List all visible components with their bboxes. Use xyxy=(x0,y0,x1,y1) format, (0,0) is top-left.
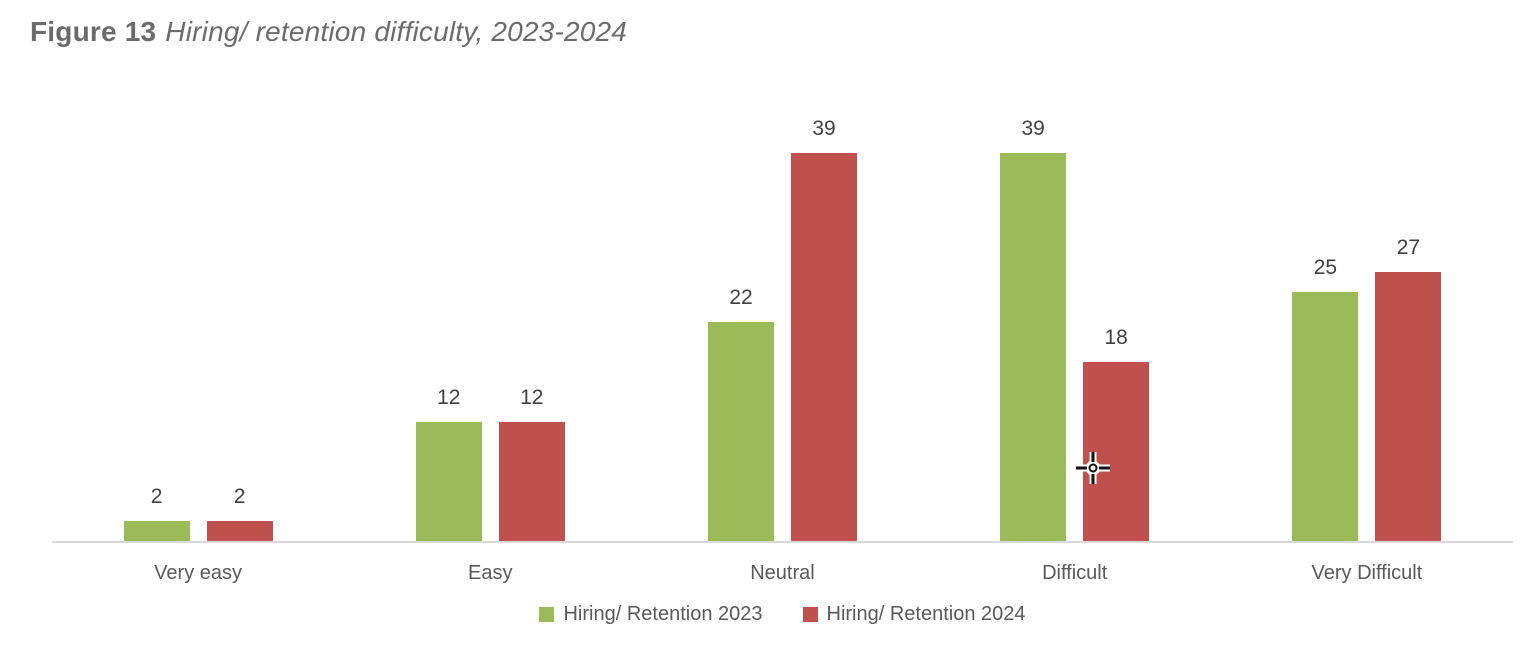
category-label-neutral: Neutral xyxy=(750,562,815,584)
category-label-very-difficult: Very Difficult xyxy=(1311,562,1423,584)
value-label-hiring-retention-2024-difficult: 18 xyxy=(1104,326,1128,349)
category-label-difficult: Difficult xyxy=(1042,562,1108,584)
value-label-hiring-retention-2023-easy: 12 xyxy=(437,386,461,409)
chart-legend: Hiring/ Retention 2023 Hiring/ Retention … xyxy=(52,603,1513,626)
value-label-hiring-retention-2023-difficult: 39 xyxy=(1021,117,1045,140)
category-label-very-easy: Very easy xyxy=(154,562,242,584)
bar-hiring-retention-2023-difficult[interactable] xyxy=(1000,153,1067,541)
value-label-hiring-retention-2024-neutral: 39 xyxy=(812,117,836,140)
bar-hiring-retention-2023-very-easy[interactable] xyxy=(123,521,190,541)
value-label-hiring-retention-2024-easy: 12 xyxy=(520,386,544,409)
bar-hiring-retention-2023-very-difficult[interactable] xyxy=(1292,292,1359,541)
bar-hiring-retention-2024-very-difficult[interactable] xyxy=(1375,272,1442,541)
bar-hiring-retention-2024-easy[interactable] xyxy=(498,422,565,541)
legend-label: Hiring/ Retention 2023 xyxy=(563,603,763,625)
bar-hiring-retention-2023-neutral[interactable] xyxy=(708,322,774,541)
bar-hiring-retention-2024-very-easy[interactable] xyxy=(206,521,273,541)
legend-label: Hiring/ Retention 2024 xyxy=(826,603,1026,625)
figure-number: Figure 13 xyxy=(30,16,157,47)
figure-title: Figure 13 Hiring/ retention difficulty, 2… xyxy=(30,16,627,48)
legend-item-hiring-retention-2023[interactable]: Hiring/ Retention 2023 xyxy=(539,603,763,626)
value-label-hiring-retention-2023-very-difficult: 25 xyxy=(1313,256,1338,279)
value-label-hiring-retention-2024-very-easy: 2 xyxy=(233,485,246,508)
crosshair-cursor xyxy=(1076,452,1110,484)
bar-hiring-retention-2024-difficult[interactable] xyxy=(1083,362,1150,541)
figure-caption: Hiring/ retention difficulty, 2023-2024 xyxy=(165,16,628,47)
value-label-hiring-retention-2024-very-difficult: 27 xyxy=(1396,236,1421,259)
category-label-easy: Easy xyxy=(468,562,513,584)
legend-item-hiring-retention-2024[interactable]: Hiring/ Retention 2024 xyxy=(802,603,1026,626)
bar-hiring-retention-2024-neutral[interactable] xyxy=(791,153,857,541)
value-label-hiring-retention-2023-very-easy: 2 xyxy=(150,485,163,508)
legend-swatch-icon xyxy=(539,607,555,622)
legend-swatch-icon xyxy=(802,607,818,622)
x-axis-line xyxy=(52,541,1513,543)
bar-hiring-retention-2023-easy[interactable] xyxy=(415,422,482,541)
value-label-hiring-retention-2023-neutral: 22 xyxy=(729,286,753,309)
